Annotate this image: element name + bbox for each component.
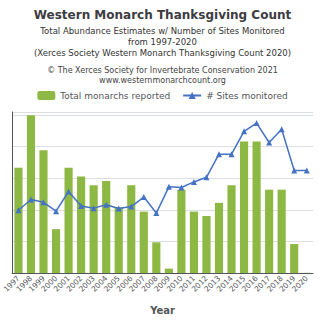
svg-text:Year: Year xyxy=(149,305,175,316)
svg-text:1998: 1998 xyxy=(14,273,35,294)
svg-text:2004: 2004 xyxy=(89,273,110,294)
svg-text:2002: 2002 xyxy=(64,273,85,294)
svg-text:2016: 2016 xyxy=(239,273,260,294)
svg-text:2009: 2009 xyxy=(152,273,172,294)
svg-text:Total monarchs reported: Total monarchs reported xyxy=(59,91,170,101)
svg-text:2018: 2018 xyxy=(265,273,285,294)
svg-text:2017: 2017 xyxy=(252,273,273,294)
svg-text:2006: 2006 xyxy=(114,273,135,294)
svg-text:from 1997-2020: from 1997-2020 xyxy=(128,37,197,47)
svg-text:© The Xerces Society for Inver: © The Xerces Society for Invertebrate Co… xyxy=(47,66,278,75)
svg-text:(Xerces Society Western Monarc: (Xerces Society Western Monarch Thanksgi… xyxy=(34,48,291,58)
svg-text:www.westernmonarchcount.org: www.westernmonarchcount.org xyxy=(99,76,226,85)
svg-text:2005: 2005 xyxy=(102,273,122,294)
svg-text:2020: 2020 xyxy=(290,274,310,294)
svg-text:2003: 2003 xyxy=(77,273,97,294)
svg-text:2010: 2010 xyxy=(164,273,185,294)
svg-text:2007: 2007 xyxy=(127,273,147,294)
svg-text:2000: 2000 xyxy=(39,273,60,294)
svg-text:1999: 1999 xyxy=(26,273,47,294)
svg-text:2013: 2013 xyxy=(202,273,223,294)
svg-text:2001: 2001 xyxy=(51,273,72,294)
svg-text:2011: 2011 xyxy=(177,273,198,294)
svg-text:2014: 2014 xyxy=(214,273,235,294)
svg-text:Total Abundance Estimates w/ N: Total Abundance Estimates w/ Number of S… xyxy=(39,26,284,36)
svg-text:2019: 2019 xyxy=(277,273,298,294)
svg-text:2008: 2008 xyxy=(139,273,160,294)
svg-text:# Sites monitored: # Sites monitored xyxy=(206,91,287,101)
svg-text:2015: 2015 xyxy=(227,273,248,294)
svg-text:Western Monarch Thanksgiving C: Western Monarch Thanksgiving Count xyxy=(34,8,292,22)
svg-text:1997: 1997 xyxy=(1,273,22,294)
svg-text:2012: 2012 xyxy=(189,273,210,294)
